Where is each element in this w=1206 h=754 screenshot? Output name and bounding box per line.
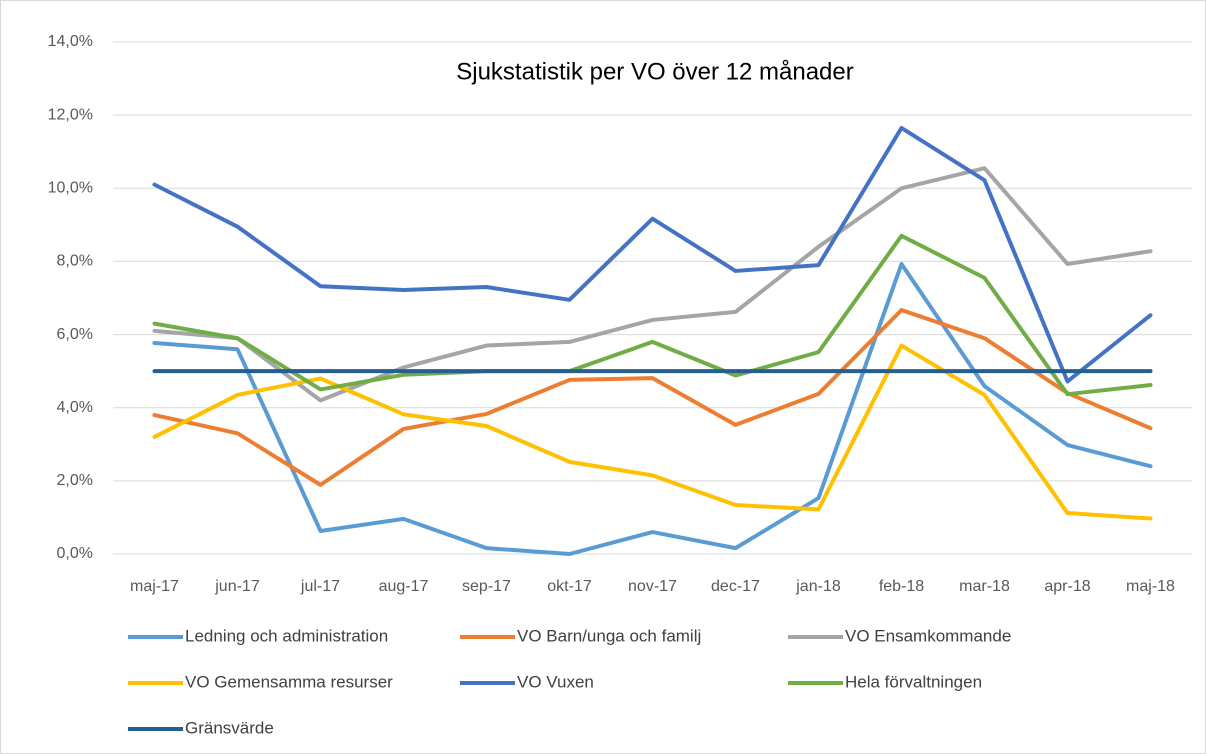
x-tick-label: apr-18	[1044, 578, 1090, 595]
series-line	[152, 125, 1153, 384]
chart-title: Sjukstatistik per VO över 12 månader	[456, 58, 854, 85]
series-line	[152, 261, 1153, 556]
series-line	[152, 308, 1153, 487]
y-tick-label: 2,0%	[57, 472, 93, 489]
x-tick-label: sep-17	[462, 578, 511, 595]
y-tick-label: 10,0%	[48, 180, 93, 197]
x-tick-label: nov-17	[628, 578, 677, 595]
x-tick-label: dec-17	[711, 578, 760, 595]
series-line	[152, 166, 1153, 403]
legend-label: VO Barn/unga och familj	[517, 626, 701, 645]
series-line	[152, 233, 1153, 397]
x-tick-label: maj-17	[130, 578, 179, 595]
title-background	[255, 50, 1042, 100]
y-tick-label: 4,0%	[57, 399, 93, 416]
x-tick-label: aug-17	[379, 578, 429, 595]
y-tick-label: 6,0%	[57, 326, 93, 343]
series-line	[152, 343, 1153, 521]
x-tick-label: maj-18	[1126, 578, 1175, 595]
y-tick-label: 8,0%	[57, 253, 93, 270]
legend-label: VO Gemensamma resurser	[185, 672, 393, 691]
legend-label: VO Vuxen	[517, 672, 594, 691]
y-tick-label: 0,0%	[57, 545, 93, 562]
y-tick-label: 14,0%	[48, 33, 93, 50]
x-tick-label: okt-17	[547, 578, 592, 595]
legend-label: Hela förvaltningen	[845, 672, 982, 691]
y-tick-label: 12,0%	[48, 106, 93, 123]
legend-label: Ledning och administration	[185, 626, 388, 645]
x-tick-label: jun-17	[214, 578, 260, 595]
legend-label: VO Ensamkommande	[845, 626, 1011, 645]
legend-label: Gränsvärde	[185, 718, 274, 737]
x-tick-label: feb-18	[879, 578, 924, 595]
x-tick-label: mar-18	[959, 578, 1010, 595]
x-tick-label: jan-18	[795, 578, 841, 595]
x-tick-label: jul-17	[300, 578, 340, 595]
